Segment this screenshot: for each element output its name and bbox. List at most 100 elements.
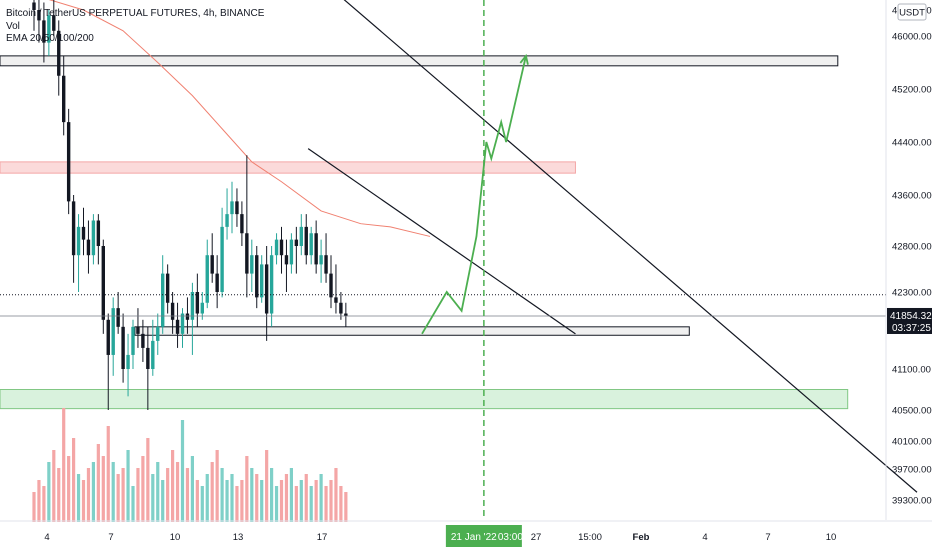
candle-body: [57, 30, 61, 76]
volume-bar: [304, 474, 308, 522]
projection-arrowhead: [519, 53, 529, 65]
volume-bar: [220, 468, 224, 522]
volume-bar: [225, 480, 229, 522]
volume-bar: [116, 474, 120, 522]
trendlines-layer: [0, 0, 918, 493]
candle-body: [91, 220, 96, 256]
time-tick-label: 27: [531, 532, 542, 543]
ema-layer: [48, 0, 431, 237]
volume-bar: [96, 444, 100, 522]
time-tick-label: 10: [826, 532, 837, 543]
volume-bar: [91, 462, 95, 522]
volume-bar: [205, 474, 209, 522]
volume-bar: [171, 450, 175, 522]
zone-green[interactable]: [0, 389, 849, 410]
volume-bar: [141, 456, 145, 522]
candle-body: [32, 2, 36, 10]
time-tick-label: 4: [702, 532, 707, 543]
candle-body: [96, 220, 101, 246]
candle-body: [185, 313, 190, 320]
time-tick-label: 10: [170, 532, 181, 543]
candle-body: [245, 233, 249, 274]
zone-upper-grey[interactable]: [0, 55, 839, 67]
zone-support-grey[interactable]: [134, 326, 690, 336]
currency-label: USDT: [899, 8, 925, 19]
volume-bar: [255, 474, 259, 522]
candle-body: [151, 340, 155, 369]
volume-bar: [299, 480, 303, 522]
volume-bar: [62, 408, 66, 522]
last-price-badge: [887, 307, 932, 334]
volume-bar: [314, 480, 318, 522]
price-axis[interactable]: 46500.0046000.0045200.0044400.0043600.00…: [885, 0, 932, 520]
candle-body: [101, 246, 105, 320]
candle-body: [180, 313, 185, 334]
symbol-title[interactable]: Bitcoin / TetherUS PERPETUAL FUTURES, 4h…: [6, 8, 265, 19]
volume-bar: [81, 480, 86, 522]
candle-body: [195, 292, 200, 314]
volume-bar: [161, 480, 165, 522]
volume-bar: [230, 474, 234, 522]
candle-body: [210, 255, 214, 274]
time-cursor-time: 03:00: [498, 532, 523, 543]
volume-bar: [309, 486, 313, 522]
volume-bar: [86, 468, 91, 522]
volume-bar: [210, 462, 214, 522]
candle-body: [220, 226, 224, 292]
price-tick-label: 41100.00: [892, 365, 931, 376]
trendline-short-downtrend[interactable]: [307, 148, 576, 335]
volume-bar: [57, 468, 61, 522]
volume-bar: [284, 474, 289, 522]
price-tick-label: 44400.00: [892, 138, 932, 149]
ema-indicator-label[interactable]: EMA 20/50/100/200: [6, 33, 94, 44]
candle-body: [175, 319, 180, 334]
candle-body: [260, 264, 264, 298]
projection-arrow[interactable]: [421, 55, 527, 335]
zone-red[interactable]: [0, 161, 576, 174]
volume-bar: [151, 474, 155, 522]
volume-bar: [76, 474, 81, 522]
volume-bar: [195, 480, 199, 522]
candle-body: [255, 255, 259, 298]
price-tick-label: 39300.00: [892, 496, 932, 507]
time-tick-label: 7: [108, 532, 113, 543]
currency-badge[interactable]: [897, 3, 927, 21]
time-tick-label: 13: [233, 532, 244, 543]
candle-body: [205, 255, 209, 303]
volume-bar: [101, 456, 105, 522]
price-tick-label: 40500.00: [892, 406, 932, 417]
candle-body: [304, 226, 308, 256]
candle-body: [309, 233, 313, 256]
candle-body: [156, 326, 160, 341]
volume-layer: [32, 408, 348, 522]
candle-body: [264, 264, 269, 314]
last-price-label: 41854.32: [890, 311, 932, 322]
candle-body: [47, 15, 51, 43]
zones-layer: [0, 55, 849, 410]
candles-layer: [32, 0, 348, 410]
price-tick-label: 43600.00: [892, 191, 932, 202]
candle-body: [131, 326, 135, 355]
volume-bar: [131, 486, 135, 522]
candle-body: [215, 273, 219, 292]
candle-body: [76, 226, 81, 256]
candle-body: [66, 122, 71, 202]
candle-body: [225, 214, 229, 227]
time-cursor-badge: [445, 525, 522, 547]
candle-body: [314, 233, 318, 265]
volume-bar: [274, 486, 279, 522]
trendline-major-downtrend[interactable]: [333, 0, 918, 493]
volume-bar: [111, 462, 115, 522]
volume-indicator-label[interactable]: Vol: [6, 20, 20, 32]
volume-bar: [52, 450, 56, 522]
price-tick-label: 46000.00: [892, 32, 932, 43]
candle-body: [106, 319, 110, 355]
candle-body: [126, 354, 130, 369]
volume-bar: [146, 438, 150, 522]
time-tick-label: 15:00: [578, 532, 602, 543]
candle-body: [42, 20, 46, 43]
candle-body: [52, 15, 56, 31]
